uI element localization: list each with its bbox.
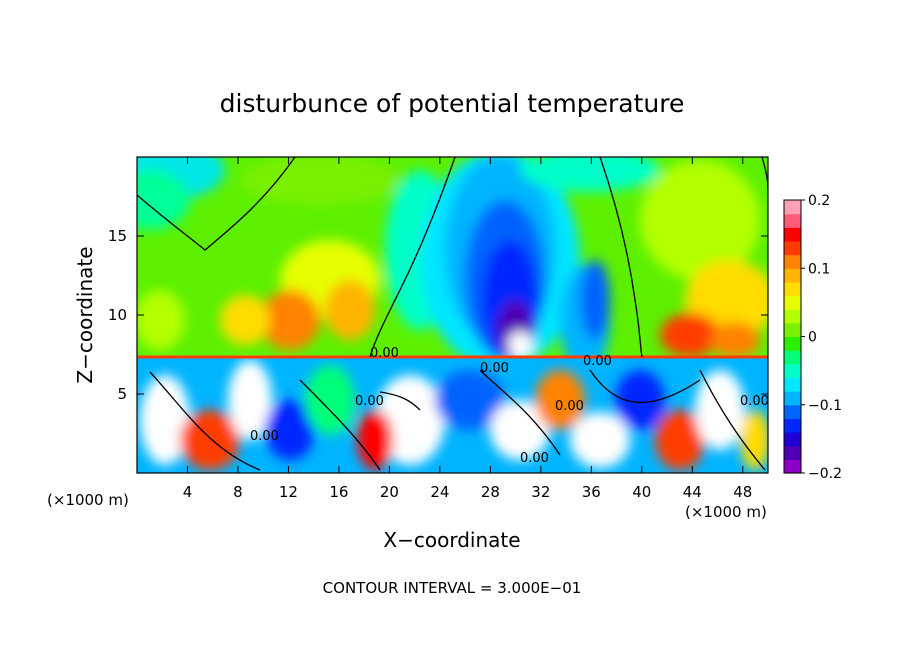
colorbar-swatch — [784, 391, 801, 406]
x-tick-label: 8 — [233, 483, 243, 501]
colorbar-swatch — [784, 445, 801, 460]
y-axis: 5 10 15 — [108, 227, 768, 403]
colorbar-swatch — [784, 377, 801, 392]
x-unit-label-left: (×1000 m) — [47, 491, 129, 509]
colorbar-swatch — [784, 309, 801, 324]
x-tick-label: 4 — [183, 483, 193, 501]
colorbar-swatch — [784, 322, 801, 338]
y-axis-label: Z−coordinate — [73, 246, 97, 383]
colorbar-swatch — [784, 350, 801, 365]
x-tick-label: 24 — [430, 483, 449, 501]
colorbar-swatch — [784, 418, 801, 433]
colorbar-swatch — [784, 432, 801, 447]
x-tick-label: 16 — [329, 483, 348, 501]
x-tick-label: 44 — [683, 483, 702, 501]
colorbar-swatch — [784, 459, 801, 474]
contour-lines — [137, 157, 768, 471]
colorbar-swatch — [784, 240, 801, 256]
colorbar-tick-label: 0 — [808, 330, 817, 346]
contour-label: 0.00 — [520, 451, 549, 466]
colorbar-swatch — [784, 336, 801, 351]
x-tick-label: 48 — [733, 483, 752, 501]
colorbar-swatch — [784, 281, 801, 297]
colorbar-swatch — [784, 363, 801, 379]
field-lower — [137, 357, 768, 473]
colorbar-swatch — [784, 200, 801, 215]
plot-area: 0.00 0.00 0.00 0.00 0.00 0.00 0.00 0.00 — [136, 156, 769, 474]
x-tick-label: 36 — [582, 483, 601, 501]
x-tick-label: 32 — [531, 483, 550, 501]
x-unit-label-right: (×1000 m) — [685, 503, 767, 521]
colorbar-swatch — [784, 404, 801, 419]
colorbar-swatch — [784, 295, 801, 310]
colorbar-tick-label: −0.1 — [808, 398, 842, 414]
colorbar-swatch — [784, 227, 801, 242]
contour-label: 0.00 — [355, 394, 384, 409]
colorbar-swatch — [784, 213, 801, 228]
x-tick-label: 12 — [279, 483, 298, 501]
footer-contour-interval: CONTOUR INTERVAL = 3.000E−01 — [323, 579, 582, 597]
colorbar-swatch — [784, 254, 801, 269]
chart-title: disturbunce of potential temperature — [220, 89, 685, 118]
colorbar-tick-label: 0.1 — [808, 261, 830, 277]
y-tick-label: 15 — [108, 227, 127, 245]
x-tick-label: 40 — [632, 483, 651, 501]
colorbar-tick-label: −0.2 — [808, 466, 842, 482]
x-axis: 4 8 12 16 20 24 28 32 36 40 44 48 — [183, 157, 752, 501]
contour-label: 0.00 — [583, 354, 612, 369]
y-tick-label: 10 — [108, 306, 127, 324]
x-tick-label: 28 — [481, 483, 500, 501]
contour-label: 0.00 — [250, 429, 279, 444]
colorbar-swatch — [784, 268, 801, 283]
contour-label: 0.00 — [555, 399, 584, 414]
contour-label: 0.00 — [480, 361, 509, 376]
contour-label: 0.00 — [370, 346, 399, 361]
x-axis-label: X−coordinate — [383, 528, 520, 552]
colorbar: 0.2 0.1 0 −0.1 −0.2 — [783, 193, 842, 482]
field-upper — [137, 157, 768, 375]
x-tick-label: 20 — [380, 483, 399, 501]
y-tick-label: 5 — [117, 385, 127, 403]
contour-labels: 0.00 0.00 0.00 0.00 0.00 0.00 0.00 0.00 — [250, 346, 769, 466]
contour-label: 0.00 — [740, 394, 769, 409]
colorbar-tick-label: 0.2 — [808, 193, 830, 209]
